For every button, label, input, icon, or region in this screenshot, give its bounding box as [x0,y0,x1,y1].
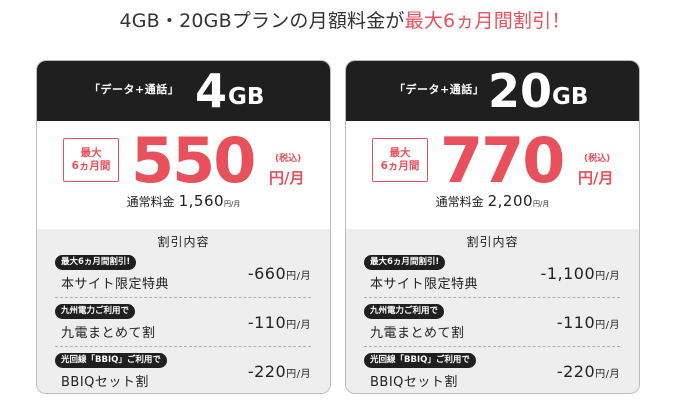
plan-size-number: 20 [488,64,553,118]
plan-card-20gb: 「データ+通話」 20 GB 最大 6ヵ月間 770 (税込) 円/月 通常料金… [345,60,640,394]
discount-unit: 円/月 [595,271,620,282]
discount-tag: 最大6ヵ月間割引! [55,255,137,270]
discount-tag: 九州電力ご利用で [55,304,136,319]
regular-price: 通常料金 2,200円/月 [346,192,639,210]
regular-price-label: 通常料金 [126,195,175,209]
price-unit: 円/月 [269,169,305,187]
promo-badge-line1: 最大 [80,147,102,159]
discount-amount: -1,100 [540,264,596,283]
discount-unit: 円/月 [286,369,311,380]
discount-unit: 円/月 [595,369,620,380]
discount-section: 割引内容 最大6ヵ月間割引! 本サイト限定特典 -660円/月 九州電力ご利用で… [37,229,330,393]
discount-value: -110円/月 [248,313,311,332]
headline-text: 4GB・20GBプランの月額料金が [119,10,405,32]
discount-name: 本サイト限定特典 [370,277,479,292]
promo-badge-line2: 6ヵ月間 [71,160,111,172]
promo-period-badge: 最大 6ヵ月間 [63,138,119,182]
promo-badge-line2: 6ヵ月間 [380,160,420,172]
plan-size-number: 4 [195,64,228,118]
discount-name: 九電まとめて割 [61,326,156,341]
discount-row: 光回線「BBIQ」ご利用で BBIQセット割 -220円/月 [364,349,620,393]
discount-name: BBIQセット割 [370,375,458,390]
discount-amount: -110 [556,313,596,332]
regular-price: 通常料金 1,560円/月 [37,192,330,210]
discount-amount: -220 [247,362,287,381]
discount-name: 九電まとめて割 [370,326,465,341]
discount-section: 割引内容 最大6ヵ月間割引! 本サイト限定特典 -1,100円/月 九州電力ご利… [346,229,639,393]
regular-price-amount: 2,200 [487,192,534,210]
page-headline: 4GB・20GBプランの月額料金が最大6ヵ月間割引！ [0,9,690,33]
discount-amount: -220 [556,362,596,381]
promo-period-badge: 最大 6ヵ月間 [372,138,428,182]
tax-note: (税込) [275,154,302,164]
regular-price-unit: 円/月 [533,200,550,208]
plan-card-4gb: 「データ+通話」 4 GB 最大 6ヵ月間 550 (税込) 円/月 通常料金 1… [36,60,331,394]
discount-amount: -660 [247,264,287,283]
regular-price-unit: 円/月 [224,200,241,208]
discount-unit: 円/月 [286,320,311,331]
promo-badge-line1: 最大 [389,147,411,159]
promo-price: 770 [440,124,565,197]
discount-value: -660円/月 [248,264,311,283]
price-unit: 円/月 [578,169,614,187]
discount-tag: 九州電力ご利用で [364,304,445,319]
discount-value: -220円/月 [557,362,620,381]
discount-row: 九州電力ご利用で 九電まとめて割 -110円/月 [55,300,311,347]
regular-price-label: 通常料金 [435,195,484,209]
plan-header: 「データ+通話」 20 GB [346,61,639,121]
discount-value: -110円/月 [557,313,620,332]
discount-amount: -110 [247,313,287,332]
discount-title: 割引内容 [466,235,519,249]
plan-size-unit: GB [552,84,589,110]
plan-type-label: 「データ+通話」 [89,83,180,96]
discount-row: 最大6ヵ月間割引! 本サイト限定特典 -660円/月 [55,251,311,298]
plan-header: 「データ+通話」 4 GB [37,61,330,121]
promo-price: 550 [131,124,256,197]
tax-note: (税込) [584,154,611,164]
discount-value: -220円/月 [248,362,311,381]
discount-row: 九州電力ご利用で 九電まとめて割 -110円/月 [364,300,620,347]
discount-row: 光回線「BBIQ」ご利用で BBIQセット割 -220円/月 [55,349,311,393]
discount-title: 割引内容 [157,235,210,249]
regular-price-amount: 1,560 [178,192,225,210]
headline-highlight: 最大6ヵ月間割引！ [404,10,571,32]
discount-name: BBIQセット割 [61,375,149,390]
discount-tag: 光回線「BBIQ」ご利用で [55,353,167,368]
plan-size-unit: GB [228,84,265,110]
discount-unit: 円/月 [595,320,620,331]
discount-value: -1,100円/月 [541,264,620,283]
discount-tag: 最大6ヵ月間割引! [364,255,446,270]
discount-unit: 円/月 [286,271,311,282]
discount-name: 本サイト限定特典 [61,277,170,292]
plan-type-label: 「データ+通話」 [394,83,485,96]
discount-row: 最大6ヵ月間割引! 本サイト限定特典 -1,100円/月 [364,251,620,298]
discount-tag: 光回線「BBIQ」ご利用で [364,353,476,368]
